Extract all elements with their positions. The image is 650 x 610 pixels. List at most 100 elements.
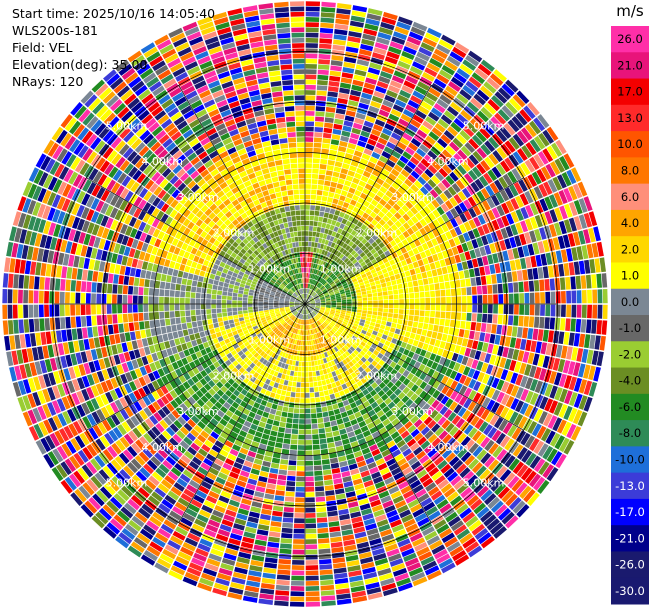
gate-cell [410, 26, 426, 37]
gate-cell [388, 186, 397, 194]
gate-cell [478, 175, 489, 187]
gate-cell [594, 335, 601, 350]
gate-cell [314, 126, 324, 133]
gate-cell [308, 340, 312, 346]
gate-cell [339, 195, 346, 202]
gate-cell [427, 150, 438, 160]
gate-cell [306, 330, 309, 335]
gate-cell [308, 371, 313, 377]
gate-cell [477, 63, 492, 76]
gate-cell [235, 363, 242, 371]
gate-cell [327, 515, 339, 522]
gate-cell [396, 577, 411, 587]
gate-cell [431, 544, 446, 555]
gate-cell [275, 330, 281, 335]
gate-cell [356, 327, 362, 333]
gate-cell [488, 459, 500, 472]
gate-cell [422, 278, 429, 285]
gate-cell [231, 367, 239, 374]
gate-cell [323, 268, 328, 274]
gate-cell [222, 462, 233, 471]
gate-cell [508, 304, 514, 315]
gate-cell [532, 242, 540, 255]
gate-cell [354, 341, 360, 347]
gate-cell [369, 133, 379, 142]
gate-cell [424, 316, 430, 324]
gate-cell [217, 435, 227, 444]
gate-cell [522, 269, 529, 281]
gate-cell [305, 372, 309, 377]
gate-cell [348, 262, 354, 268]
gate-cell [402, 319, 408, 326]
gate-cell [384, 56, 398, 65]
gate-cell [204, 563, 219, 572]
gate-cell [447, 412, 457, 422]
gate-cell [277, 361, 283, 368]
gate-cell [450, 390, 459, 401]
gate-cell [348, 340, 354, 346]
gate-cell [348, 247, 354, 254]
gate-cell [305, 335, 307, 341]
gate-cell [417, 322, 424, 329]
gate-cell [397, 241, 405, 249]
gate-cell [245, 433, 254, 441]
gate-cell [461, 304, 467, 313]
gate-cell [320, 299, 326, 302]
gate-cell [219, 405, 228, 414]
gate-cell [315, 486, 325, 492]
gate-cell [157, 448, 169, 459]
gate-cell [394, 273, 401, 280]
gate-cell [313, 344, 317, 350]
gate-cell [443, 408, 453, 419]
gate-cell [460, 109, 473, 121]
gate-cell [533, 408, 544, 422]
gate-cell [452, 550, 467, 562]
gate-cell [416, 328, 423, 335]
gate-cell [518, 281, 524, 293]
gate-cell [306, 278, 308, 283]
gate-cell [438, 557, 454, 569]
gate-cell [340, 293, 346, 297]
gate-cell [281, 532, 293, 539]
gate-cell [378, 381, 386, 389]
gate-cell [473, 481, 486, 494]
gate-cell [305, 220, 310, 226]
gate-cell [359, 503, 371, 511]
gate-cell [331, 219, 337, 226]
gate-cell [333, 325, 339, 331]
gate-cell [403, 165, 413, 174]
gate-cell [296, 318, 300, 324]
gate-cell [428, 486, 440, 497]
gate-cell [316, 85, 328, 91]
gate-cell [236, 385, 244, 393]
gate-cell [443, 487, 456, 498]
gate-cell [174, 462, 185, 473]
gate-cell [374, 42, 389, 51]
gate-cell [471, 286, 477, 295]
gate-cell [443, 358, 451, 368]
gate-cell [285, 324, 290, 330]
gate-cell [154, 487, 167, 498]
gate-cell [376, 332, 383, 338]
gate-cell [277, 474, 287, 481]
gate-cell [344, 56, 357, 64]
gate-cell [341, 307, 347, 311]
gate-cell [261, 433, 270, 440]
gate-cell [321, 353, 326, 359]
gate-cell [463, 398, 472, 409]
gate-cell [309, 329, 312, 335]
gate-cell [235, 378, 243, 385]
gate-cell [318, 343, 322, 349]
gate-cell [440, 297, 446, 304]
gate-cell [554, 387, 563, 401]
gate-cell [318, 428, 326, 434]
gate-cell [305, 387, 310, 393]
gate-cell [324, 340, 329, 346]
gate-cell [501, 83, 515, 97]
gate-cell [326, 345, 331, 351]
gate-cell [548, 370, 557, 384]
gate-cell [369, 281, 376, 287]
gate-cell [420, 497, 433, 508]
gate-cell [394, 328, 401, 335]
gate-cell [524, 159, 536, 173]
